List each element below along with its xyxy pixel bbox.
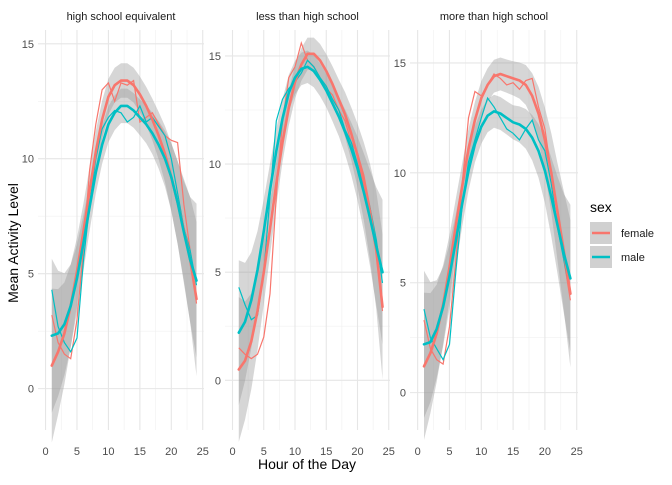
- x-tick-label: 5: [446, 446, 452, 458]
- x-tick-label: 10: [475, 446, 487, 458]
- x-tick-label: 15: [320, 446, 332, 458]
- panel-3: more than high school 0 5 10 15 20 25 0 5 10 15: [394, 11, 583, 458]
- x-tick-label: 25: [197, 446, 209, 458]
- y-axis-title: Mean Activity Level: [5, 183, 21, 303]
- y-tick-label: 5: [215, 267, 221, 279]
- panel-1: high school equivalent 0 5 10 15 20 25 0 5 10 15: [22, 11, 209, 458]
- x-tick-label: 25: [571, 446, 583, 458]
- y-tick-label: 15: [394, 58, 406, 70]
- smooth-line-male: [422, 110, 572, 346]
- raw-line-male: [51, 104, 198, 354]
- x-tick-label: 5: [74, 446, 80, 458]
- x-tick-label: 10: [289, 446, 301, 458]
- y-tick-label: 10: [209, 159, 221, 171]
- legend-label-female: female: [621, 228, 654, 240]
- y-tick-label: 0: [28, 384, 34, 396]
- panel-title: high school equivalent: [67, 11, 176, 23]
- legend-keys: female male: [590, 222, 654, 268]
- y-tick-label: 0: [215, 375, 221, 387]
- x-tick-label: 15: [507, 446, 519, 458]
- y-tick-label: 5: [28, 269, 34, 281]
- panel-title: less than high school: [256, 11, 359, 23]
- x-tick-label: 10: [102, 446, 114, 458]
- panel-title: more than high school: [440, 11, 548, 23]
- confidence-band-male: [51, 88, 197, 413]
- x-tick-label: 20: [539, 446, 551, 458]
- legend: sex female male: [590, 199, 654, 268]
- smooth-line-male: [237, 65, 384, 335]
- x-tick-label: 15: [134, 446, 146, 458]
- x-tick-label: 5: [261, 446, 267, 458]
- x-tick-label: 20: [351, 446, 363, 458]
- y-tick-label: 10: [22, 154, 34, 166]
- raw-line-female: [51, 79, 198, 360]
- x-tick-label: 20: [165, 446, 177, 458]
- y-tick-label: 5: [400, 278, 406, 290]
- panel-2: less than high school 0 5 10 15 20 25 0 5 10 15: [209, 11, 395, 458]
- x-tick-label: 0: [229, 446, 235, 458]
- y-tick-label: 15: [209, 51, 221, 63]
- x-tick-label: 0: [415, 446, 421, 458]
- smooth-line-female: [237, 52, 384, 371]
- smooth-line-male: [50, 104, 198, 338]
- confidence-band-female: [51, 63, 197, 443]
- x-tick-label: 25: [383, 446, 395, 458]
- y-tick-label: 0: [400, 388, 406, 400]
- y-tick-label: 10: [394, 168, 406, 180]
- legend-label-male: male: [621, 252, 645, 264]
- legend-title: sex: [590, 199, 612, 215]
- x-axis-title: Hour of the Day: [258, 456, 356, 472]
- smooth-line-female: [422, 72, 572, 368]
- y-tick-label: 15: [22, 39, 34, 51]
- x-tick-label: 0: [42, 446, 48, 458]
